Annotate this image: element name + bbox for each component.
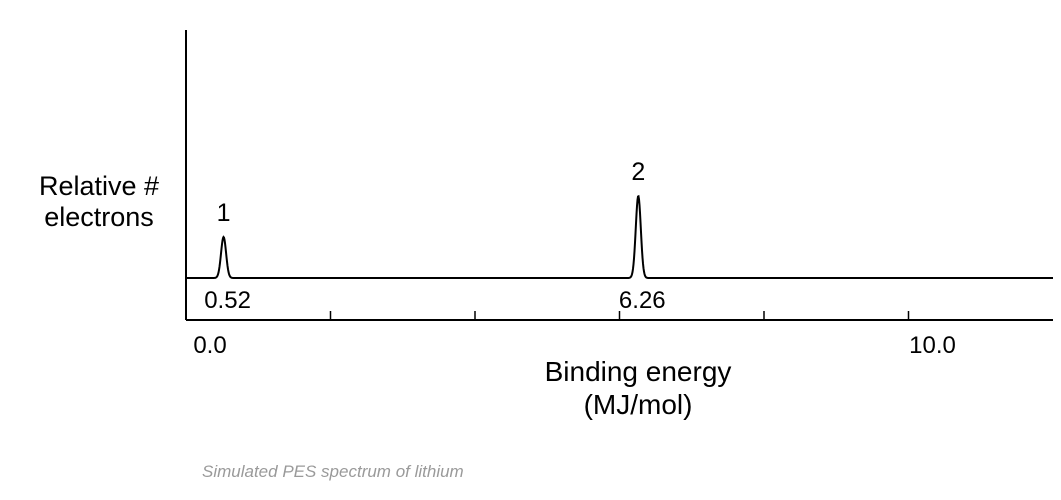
peak-number-label: 1 xyxy=(217,199,231,227)
x-tick-label: 0.0 xyxy=(193,332,226,359)
peak-energy-label: 0.52 xyxy=(204,287,251,314)
x-ticks xyxy=(185,311,910,320)
x-label-line-1: Binding energy xyxy=(545,356,732,387)
x-label-line-2: (MJ/mol) xyxy=(584,389,693,420)
peak-annotations: 1 0.52 2 6.26 xyxy=(204,158,665,314)
spectrum-line xyxy=(186,194,1053,279)
peak-energy-label: 6.26 xyxy=(619,287,666,314)
y-label-line-2: electrons xyxy=(44,202,154,232)
peak-number-label: 2 xyxy=(631,158,645,186)
figure-caption: Simulated PES spectrum of lithium xyxy=(202,462,464,481)
y-label-line-1: Relative # xyxy=(39,171,159,201)
x-tick-label: 10.0 xyxy=(909,332,956,359)
x-tick-labels: 0.0 10.0 xyxy=(193,332,956,359)
